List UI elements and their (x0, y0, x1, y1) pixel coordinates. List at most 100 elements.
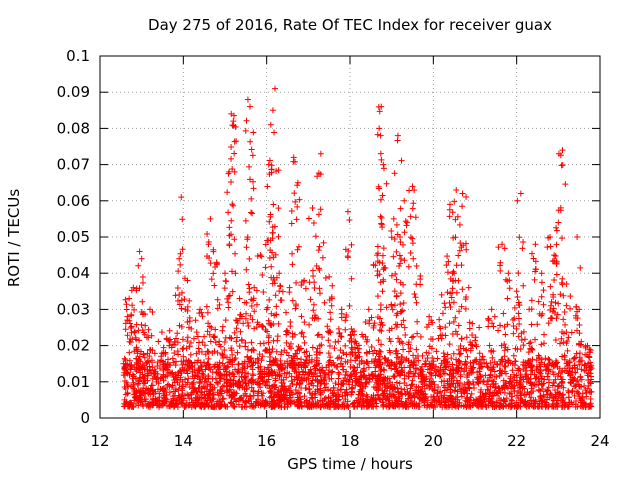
data-point (287, 394, 294, 401)
data-point (134, 346, 141, 353)
data-point (128, 324, 135, 331)
data-point (286, 289, 293, 296)
data-point (514, 197, 521, 204)
data-point (537, 392, 544, 399)
y-tick-label: 0.02 (57, 337, 90, 355)
data-point (229, 288, 236, 295)
data-point (398, 385, 405, 392)
data-point (156, 402, 163, 409)
data-point (340, 400, 347, 407)
data-point (536, 387, 543, 394)
data-point (193, 350, 200, 357)
data-point (145, 386, 152, 393)
data-point (189, 381, 196, 388)
data-point (417, 281, 424, 288)
data-point (397, 260, 404, 267)
data-point (564, 403, 571, 410)
data-point (228, 335, 235, 342)
data-point (488, 306, 495, 313)
data-point (505, 403, 512, 410)
data-point (226, 358, 233, 365)
data-point (515, 270, 522, 277)
data-point (247, 103, 253, 110)
data-point (400, 299, 407, 306)
data-point (273, 348, 280, 355)
data-point (407, 213, 414, 220)
data-point (337, 347, 344, 354)
data-point (139, 298, 146, 305)
data-point (201, 333, 208, 340)
data-point (509, 397, 516, 404)
y-tick-label: 0.07 (57, 156, 90, 174)
data-point (550, 397, 557, 404)
data-point (525, 358, 532, 365)
data-point (569, 365, 576, 372)
data-point (256, 351, 263, 358)
data-point (446, 341, 453, 348)
data-point (559, 398, 566, 405)
data-point (314, 383, 321, 390)
data-point (293, 279, 300, 286)
data-point (558, 279, 565, 286)
data-point (543, 388, 550, 395)
data-point (574, 308, 581, 315)
data-point (540, 340, 547, 347)
data-point (395, 397, 402, 404)
data-point (522, 367, 529, 374)
data-point (410, 352, 417, 359)
data-point (545, 234, 552, 241)
data-point (448, 355, 455, 362)
data-point (547, 315, 554, 322)
data-point (560, 292, 567, 299)
data-point (377, 132, 384, 139)
data-point (352, 338, 359, 345)
data-point (528, 250, 535, 257)
data-point (496, 372, 503, 379)
data-point (559, 235, 566, 242)
data-point (505, 270, 512, 277)
data-point (279, 366, 286, 373)
data-point (232, 124, 239, 131)
data-point (398, 398, 405, 405)
data-point (421, 385, 428, 392)
data-point (248, 195, 255, 202)
data-point (578, 395, 585, 402)
data-point (231, 404, 238, 411)
data-point (289, 297, 296, 304)
data-point (376, 259, 383, 266)
data-point (142, 311, 149, 318)
data-point (160, 385, 167, 392)
data-point (402, 331, 409, 338)
data-point (262, 241, 269, 248)
data-point (233, 334, 240, 341)
data-point (476, 324, 483, 331)
data-point (493, 373, 500, 380)
data-point (316, 290, 323, 297)
data-point (212, 339, 219, 346)
data-point (133, 346, 140, 353)
data-point (555, 382, 562, 389)
data-point (457, 240, 464, 247)
data-point (248, 354, 255, 361)
data-point (409, 381, 416, 388)
data-point (381, 367, 388, 374)
data-point (429, 355, 436, 362)
data-point (377, 213, 384, 220)
data-point (196, 310, 203, 317)
data-point (370, 261, 377, 268)
data-point (138, 364, 145, 371)
data-point (217, 387, 224, 394)
data-point (431, 387, 438, 394)
data-point (181, 275, 188, 282)
data-point (179, 346, 186, 353)
data-point (145, 326, 152, 333)
data-point (355, 395, 362, 402)
data-point (398, 369, 405, 376)
data-point (243, 266, 250, 273)
data-point (149, 388, 156, 395)
data-point (528, 297, 535, 304)
data-point (409, 205, 416, 212)
data-point (583, 389, 590, 396)
data-point (438, 335, 445, 342)
data-point (278, 297, 285, 304)
